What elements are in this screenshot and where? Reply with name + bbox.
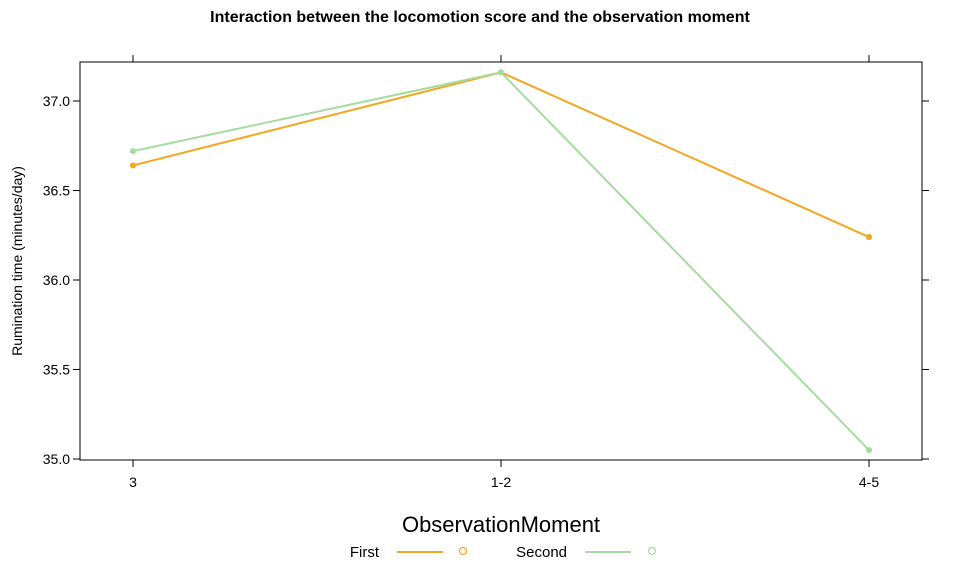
legend-label-second: Second [516,544,567,561]
plot-frame [79,61,923,461]
data-point-second [497,69,505,76]
legend: First Second [350,544,657,561]
data-point-second [129,148,137,155]
legend-label-first: First [350,544,380,561]
chart-title: Interaction between the locomotion score… [210,9,750,26]
x-axis: 3 1-2 4-5 [129,55,879,490]
y-tick-label: 35.0 [43,451,70,467]
data-point-first [129,162,137,169]
y-tick-label: 36.0 [43,272,70,288]
legend-marker-first [458,546,468,556]
series-line-second [132,71,870,451]
y-axis-label: Rumination time (minutes/day) [9,166,25,356]
y-tick-label: 35.5 [43,362,70,378]
x-tick-label: 1-2 [491,474,511,490]
x-tick-label: 3 [129,474,137,490]
series-line-first [132,71,870,238]
data-point-first [865,233,873,241]
y-axis: 35.0 35.5 36.0 36.5 37.0 [43,93,929,467]
y-tick-label: 37.0 [43,93,70,109]
data-point-second [865,446,873,454]
x-axis-label: ObservationMoment [402,512,600,537]
legend-marker-second [647,546,657,556]
y-tick-label: 36.5 [43,183,70,199]
x-tick-label: 4-5 [859,474,879,490]
series-layer [129,69,873,454]
